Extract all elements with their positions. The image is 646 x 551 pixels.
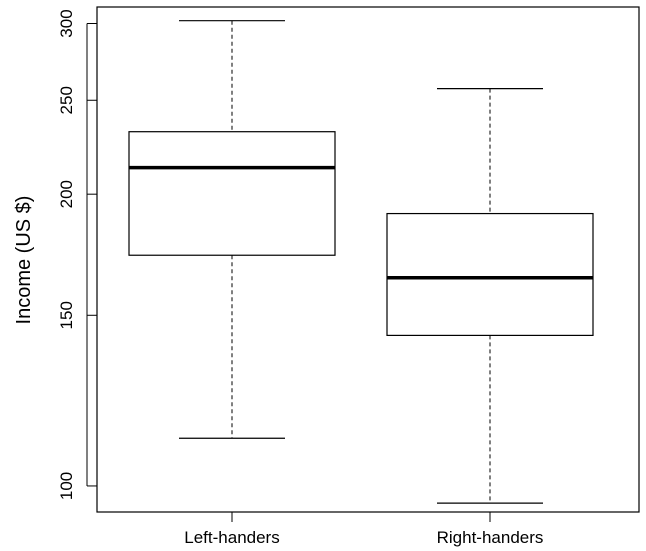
box-left-handers (128, 20, 336, 439)
x-tick-label: Left-handers (184, 528, 279, 547)
y-tick-label: 300 (57, 9, 76, 37)
y-tick-label: 200 (57, 180, 76, 208)
y-tick-label: 150 (57, 301, 76, 329)
box-right-handers (386, 88, 594, 504)
x-tick-label: Right-handers (437, 528, 544, 547)
x-axis: Left-handers Right-handers (184, 512, 543, 547)
y-axis: 100 150 200 250 300 (57, 9, 97, 500)
plot-frame (96, 6, 640, 513)
y-axis-label: Income (US $) (13, 196, 35, 325)
boxes-group (128, 20, 594, 504)
iqr-box (128, 131, 336, 256)
iqr-box (386, 212, 594, 336)
y-tick-label: 250 (57, 86, 76, 114)
y-tick-label: 100 (57, 472, 76, 500)
